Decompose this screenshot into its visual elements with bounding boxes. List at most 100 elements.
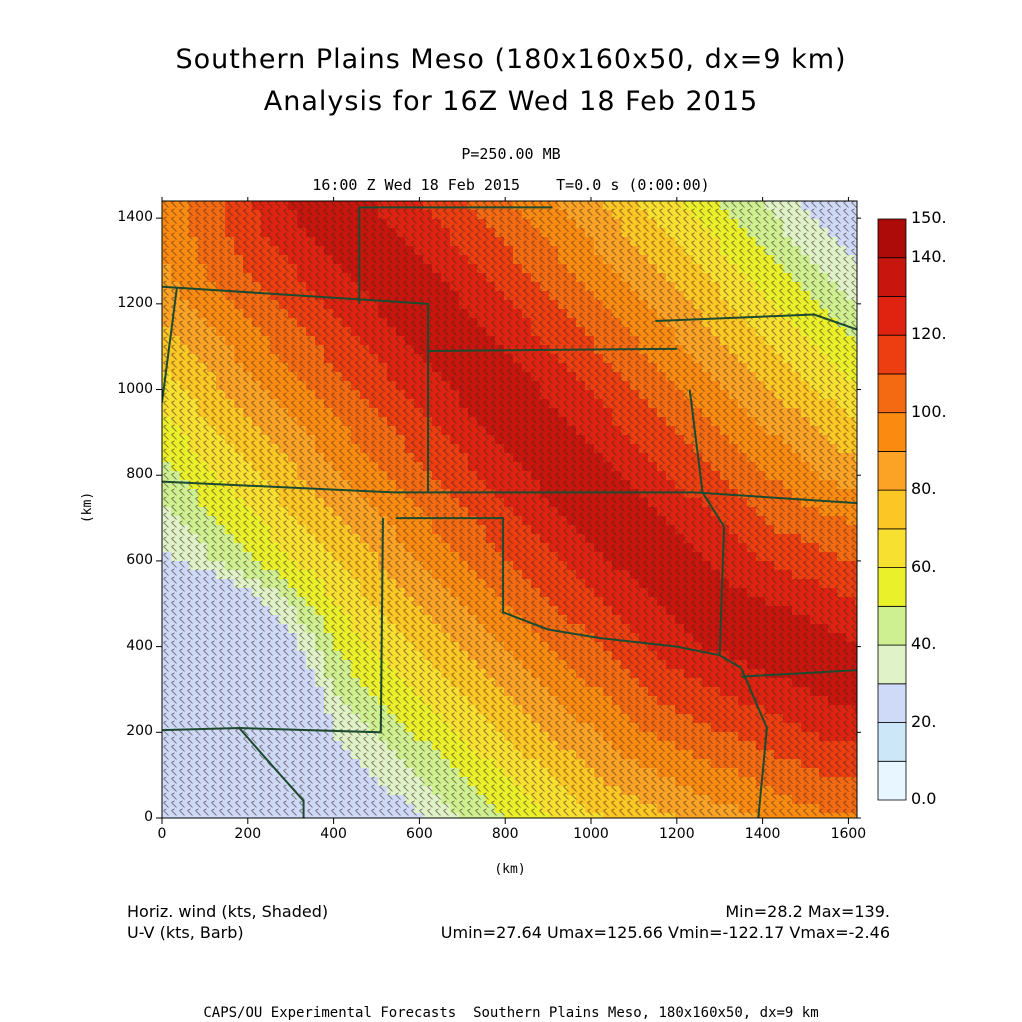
speed-cell — [387, 435, 397, 445]
speed-cell — [234, 462, 244, 472]
speed-cell — [243, 336, 253, 346]
speed-cell — [567, 327, 577, 337]
speed-cell — [171, 372, 181, 382]
speed-cell — [171, 480, 181, 490]
speed-cell — [198, 678, 208, 688]
speed-cell — [180, 777, 190, 787]
speed-cell — [612, 795, 622, 805]
speed-cell — [198, 300, 208, 310]
speed-cell — [549, 444, 559, 454]
speed-cell — [738, 660, 748, 670]
speed-cell — [252, 669, 262, 679]
speed-cell — [297, 219, 307, 229]
speed-cell — [603, 228, 613, 238]
speed-cell — [180, 768, 190, 778]
speed-cell — [495, 768, 505, 778]
speed-cell — [621, 633, 631, 643]
speed-cell — [756, 345, 766, 355]
speed-cell — [468, 327, 478, 337]
speed-cell — [567, 498, 577, 508]
speed-cell — [594, 669, 604, 679]
speed-cell — [810, 210, 820, 220]
speed-cell — [189, 426, 199, 436]
speed-cell — [189, 291, 199, 301]
speed-cell — [261, 201, 271, 211]
speed-cell — [522, 579, 532, 589]
speed-cell — [684, 561, 694, 571]
speed-cell — [486, 228, 496, 238]
speed-cell — [396, 597, 406, 607]
speed-cell — [495, 408, 505, 418]
speed-cell — [675, 633, 685, 643]
speed-cell — [387, 408, 397, 418]
speed-cell — [315, 606, 325, 616]
speed-cell — [225, 606, 235, 616]
speed-cell — [306, 408, 316, 418]
speed-cell — [765, 498, 775, 508]
speed-cell — [180, 390, 190, 400]
speed-cell — [288, 318, 298, 328]
speed-cell — [189, 588, 199, 598]
speed-cell — [342, 660, 352, 670]
speed-cell — [252, 525, 262, 535]
speed-cell — [387, 372, 397, 382]
speed-cell — [396, 444, 406, 454]
speed-cell — [450, 507, 460, 517]
speed-cell — [558, 228, 568, 238]
speed-cell — [225, 327, 235, 337]
speed-cell — [351, 615, 361, 625]
speed-cell — [459, 417, 469, 427]
speed-cell — [702, 669, 712, 679]
speed-cell — [603, 435, 613, 445]
speed-cell — [405, 534, 415, 544]
speed-cell — [756, 291, 766, 301]
speed-cell — [783, 228, 793, 238]
speed-cell — [378, 399, 388, 409]
speed-cell — [648, 561, 658, 571]
speed-cell — [801, 615, 811, 625]
speed-cell — [513, 201, 523, 211]
speed-cell — [738, 804, 748, 814]
speed-cell — [774, 309, 784, 319]
speed-cell — [630, 498, 640, 508]
speed-cell — [702, 462, 712, 472]
speed-cell — [495, 651, 505, 661]
speed-cell — [333, 606, 343, 616]
speed-cell — [522, 516, 532, 526]
speed-cell — [729, 579, 739, 589]
speed-cell — [648, 426, 658, 436]
speed-cell — [558, 588, 568, 598]
speed-cell — [270, 660, 280, 670]
speed-cell — [315, 579, 325, 589]
speed-cell — [333, 453, 343, 463]
speed-cell — [765, 813, 775, 818]
speed-cell — [549, 624, 559, 634]
speed-cell — [405, 264, 415, 274]
speed-cell — [666, 309, 676, 319]
speed-cell — [387, 552, 397, 562]
speed-cell — [765, 696, 775, 706]
speed-cell — [189, 363, 199, 373]
speed-cell — [351, 570, 361, 580]
speed-cell — [666, 678, 676, 688]
speed-cell — [765, 660, 775, 670]
speed-cell — [360, 498, 370, 508]
speed-cell — [522, 309, 532, 319]
speed-cell — [639, 543, 649, 553]
speed-cell — [549, 363, 559, 373]
speed-cell — [225, 705, 235, 715]
speed-cell — [180, 435, 190, 445]
speed-cell — [747, 219, 757, 229]
speed-cell — [711, 291, 721, 301]
speed-cell — [468, 543, 478, 553]
speed-cell — [162, 228, 172, 238]
speed-cell — [513, 705, 523, 715]
speed-cell — [684, 453, 694, 463]
speed-cell — [360, 444, 370, 454]
speed-cell — [378, 462, 388, 472]
speed-cell — [522, 786, 532, 796]
speed-cell — [594, 444, 604, 454]
speed-cell — [549, 246, 559, 256]
speed-cell — [180, 705, 190, 715]
speed-cell — [171, 453, 181, 463]
